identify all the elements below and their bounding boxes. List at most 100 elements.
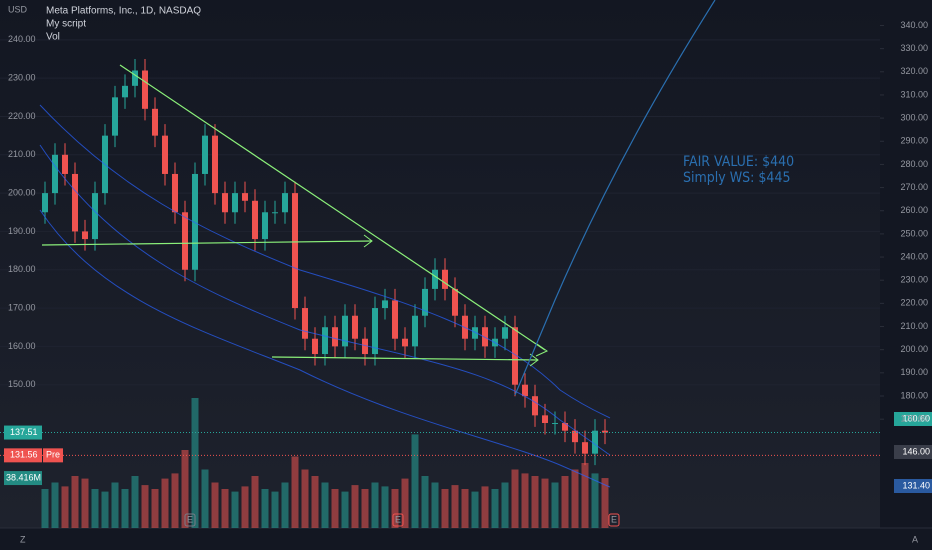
candle-body <box>472 327 478 339</box>
candle-body <box>592 430 598 454</box>
candle-body <box>512 327 518 385</box>
indicator-name: My script <box>46 19 86 30</box>
y2-tick-label: 230.00 <box>900 275 928 285</box>
earnings-box[interactable] <box>608 513 620 527</box>
candle-body <box>232 193 238 213</box>
volume-bar <box>231 491 239 528</box>
timezone[interactable]: Z <box>20 534 26 544</box>
right-price-label: 131.40 <box>902 480 930 490</box>
candle-body <box>572 430 578 443</box>
candle-body <box>302 308 308 339</box>
volume-bar <box>591 473 599 528</box>
volume-bar <box>411 434 419 528</box>
candle-body <box>432 269 438 289</box>
candle-body <box>582 442 588 454</box>
candle-body <box>292 193 298 309</box>
right-price-label: 146.00 <box>902 446 930 456</box>
candle-body <box>162 135 168 174</box>
support-line <box>41 240 373 246</box>
volume-bar <box>171 473 179 528</box>
volume-bar <box>451 485 459 528</box>
volume-bar <box>401 478 409 528</box>
candle-body <box>442 269 448 289</box>
volume-bar <box>311 476 319 528</box>
volume-bar <box>261 489 269 528</box>
price-box <box>4 448 42 463</box>
volume-bar <box>321 482 329 528</box>
price-box <box>4 425 42 440</box>
candle-body <box>532 396 538 416</box>
earnings-label[interactable]: E <box>187 514 193 524</box>
y2-tick-label: 310.00 <box>900 89 928 99</box>
volume-bar <box>391 489 399 528</box>
candle-body <box>202 135 208 174</box>
volume-bar <box>361 489 369 528</box>
candle-body <box>362 338 368 355</box>
y-tick-label: 180.00 <box>8 264 36 274</box>
pre-tag: Pre <box>46 450 60 460</box>
volume-bar <box>51 482 59 528</box>
volume-bar <box>281 482 289 528</box>
candle-body <box>452 288 458 316</box>
candle-body <box>132 70 138 86</box>
candle-body <box>122 85 128 98</box>
volume-bar <box>421 476 429 528</box>
y2-tick-label: 180.00 <box>900 390 928 400</box>
right-price-box <box>894 445 932 459</box>
last-price-label: 137.51 <box>10 427 38 437</box>
y-tick-label: 200.00 <box>8 187 36 197</box>
y-tick-label: 210.00 <box>8 149 36 159</box>
candle-body <box>42 193 48 213</box>
volume-bar <box>501 482 509 528</box>
candle-body <box>322 327 328 355</box>
candle-body <box>332 327 338 347</box>
volume-bar <box>191 398 199 528</box>
trend-line <box>119 64 546 351</box>
y-tick-label: 160.00 <box>8 341 36 351</box>
candle-body <box>542 415 548 424</box>
earnings-label[interactable]: E <box>611 514 617 524</box>
candle-body <box>92 193 98 240</box>
candle-body <box>342 315 348 347</box>
earnings-label[interactable]: E <box>395 514 401 524</box>
y2-tick-label: 190.00 <box>900 367 928 377</box>
candle-body <box>242 193 248 201</box>
candle-body <box>222 193 228 213</box>
earnings-box[interactable] <box>392 513 404 527</box>
volume-bar <box>511 469 519 528</box>
right-price-label: 160.60 <box>902 413 930 423</box>
candle-body <box>142 70 148 109</box>
candle-body <box>422 288 428 316</box>
candle-body <box>212 135 218 194</box>
bottom-bar <box>0 528 932 550</box>
y-tick-label: 230.00 <box>8 73 36 83</box>
right-axis <box>880 0 932 528</box>
candle-body <box>72 173 78 232</box>
volume-bar <box>61 486 69 528</box>
volume-bar <box>181 450 189 528</box>
y2-tick-label: 240.00 <box>900 251 928 261</box>
candle-body <box>52 154 58 194</box>
projection-arrow <box>514 0 716 396</box>
candle-body <box>562 423 568 431</box>
earnings-box[interactable] <box>184 513 196 527</box>
volume-bar <box>41 489 49 528</box>
volume-bar <box>461 489 469 528</box>
volume-bar <box>201 469 209 528</box>
y2-tick-label: 320.00 <box>900 66 928 76</box>
volume-bar <box>81 478 89 528</box>
volume-box <box>4 471 42 486</box>
volume-bar <box>561 476 569 528</box>
candle-body <box>282 193 288 213</box>
volume-bar <box>351 485 359 528</box>
volume-bar <box>221 489 229 528</box>
volume-bar <box>101 491 109 528</box>
auto-scale[interactable]: A <box>912 534 918 544</box>
volume-bar <box>471 491 479 528</box>
candle-body <box>112 97 118 136</box>
right-price-box <box>894 479 932 493</box>
candle-body <box>172 173 178 213</box>
pre-price-label: 131.56 <box>10 450 38 460</box>
candle-body <box>602 430 608 433</box>
